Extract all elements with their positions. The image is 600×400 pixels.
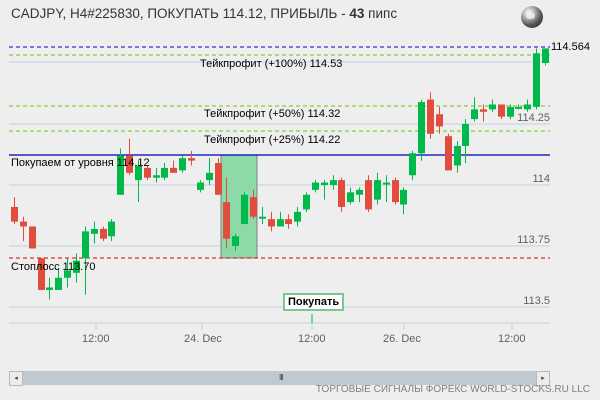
- candle-body: [454, 145, 461, 166]
- candle-body: [64, 270, 71, 278]
- candle-body: [294, 211, 301, 222]
- chart-title: CADJPY, H4#225830, ПОКУПАТЬ 114.12, ПРИБ…: [11, 6, 397, 21]
- profit-pips: 43: [349, 6, 365, 21]
- candle-body: [82, 231, 89, 259]
- candle-body: [285, 219, 292, 225]
- candle-body: [135, 165, 142, 181]
- candle-body: [489, 104, 496, 110]
- candle-body: [91, 228, 98, 234]
- scrollbar-grip[interactable]: III: [279, 373, 284, 382]
- x-tick-label: 12:00: [298, 333, 326, 345]
- candle-body: [38, 258, 45, 290]
- candle-body: [215, 163, 222, 195]
- candle-body: [365, 180, 372, 210]
- candle-body: [126, 155, 133, 173]
- title-text: CADJPY, H4#225830, ПОКУПАТЬ 114.12, ПРИБ…: [11, 6, 350, 21]
- y-tick-label: 113.75: [517, 234, 550, 246]
- x-tick-label: 24. Dec: [184, 333, 222, 345]
- candle-body: [533, 53, 540, 107]
- candle-body: [241, 194, 248, 225]
- x-tick-label: 12:00: [498, 333, 526, 345]
- candle-body: [197, 182, 204, 190]
- scroll-left-button[interactable]: ◂: [9, 371, 23, 386]
- y-tick-label: 113.5: [523, 295, 550, 307]
- candle-body: [321, 182, 328, 185]
- candle-body: [347, 192, 354, 203]
- candle-body: [108, 221, 115, 237]
- candle-body: [356, 189, 363, 195]
- takeprofit-25-label: Тейкпрофит (+25%) 114.22: [204, 134, 341, 146]
- current-price-label: 114.564: [551, 41, 590, 53]
- buy-signal-flag[interactable]: Покупать: [283, 293, 345, 311]
- candle-body: [524, 104, 531, 110]
- entry-level-label: Покупаем от уровня 114.12: [11, 157, 150, 169]
- takeprofit-100-label: Тейкпрофит (+100%) 114.53: [200, 58, 343, 70]
- candle-body: [542, 48, 549, 63]
- candle-body: [170, 167, 177, 173]
- candle-body: [144, 167, 151, 178]
- horizontal-scrollbar[interactable]: ◂ III ▸: [9, 371, 550, 386]
- candle-body: [268, 219, 275, 227]
- candle-body: [427, 99, 434, 134]
- takeprofit-50-label: Тейкпрофит (+50%) 114.32: [204, 108, 341, 120]
- candle-body: [11, 206, 18, 222]
- candle-body: [480, 109, 487, 112]
- candle-body: [507, 106, 514, 117]
- candle-body: [29, 226, 36, 249]
- candle-body: [46, 287, 53, 290]
- footer-credit: ТОРГОВЫЕ СИГНАЛЫ ФОРЕКС WORLD-STOCKS.RU …: [315, 384, 590, 395]
- candle-body: [303, 194, 310, 210]
- candle-body: [374, 180, 381, 200]
- candle-body: [153, 175, 160, 178]
- candle-body: [73, 260, 80, 273]
- candle-body: [250, 197, 257, 217]
- candle-body: [312, 182, 319, 190]
- candle-body: [55, 277, 62, 290]
- candle-body: [20, 221, 27, 227]
- candle-body: [383, 182, 390, 185]
- candle-body: [400, 189, 407, 205]
- candle-body: [232, 236, 239, 246]
- candle-body: [409, 153, 416, 176]
- candle-body: [188, 158, 195, 161]
- candle-body: [161, 167, 168, 178]
- candle-body: [259, 216, 266, 219]
- candle-body: [445, 136, 452, 171]
- y-tick-label: 114.25: [517, 112, 550, 124]
- candle-body: [206, 172, 213, 181]
- x-tick-label: 26. Dec: [383, 333, 421, 345]
- candle-body: [338, 180, 345, 207]
- globe-icon[interactable]: [521, 6, 543, 28]
- candle-body: [330, 180, 337, 185]
- candle-body: [471, 109, 478, 120]
- candle-body: [515, 106, 522, 109]
- candle-body: [100, 228, 107, 239]
- stoploss-label: Стоплосс 113.70: [11, 261, 96, 273]
- candle-body: [179, 158, 186, 171]
- candle-body: [462, 124, 469, 146]
- scroll-right-button[interactable]: ▸: [536, 371, 550, 386]
- title-suffix: пипс: [364, 6, 398, 21]
- candle-body: [436, 114, 443, 127]
- candle-body: [418, 102, 425, 154]
- y-tick-label: 114: [532, 173, 550, 185]
- candle-body: [277, 219, 284, 227]
- x-tick-label: 12:00: [82, 333, 110, 345]
- candle-body: [223, 202, 230, 239]
- candle-body: [498, 104, 505, 117]
- candle-body: [392, 180, 399, 203]
- candle-body: [117, 155, 124, 195]
